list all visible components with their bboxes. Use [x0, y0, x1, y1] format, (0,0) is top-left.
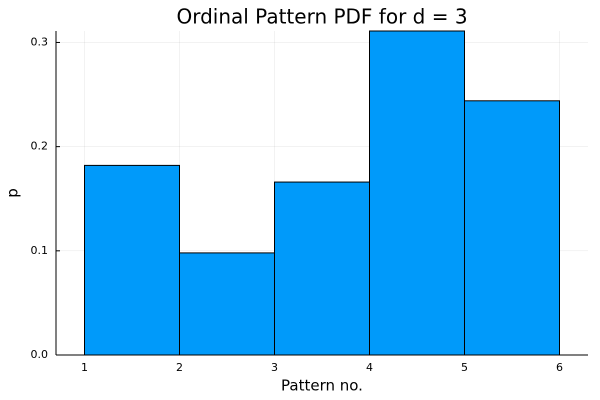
- bar-5: [464, 100, 560, 356]
- x-tick-label-2: 2: [176, 361, 183, 374]
- x-tick-label-1: 1: [81, 361, 88, 374]
- y-tick-label-4: 0.3: [31, 35, 49, 48]
- x-axis-title: Pattern no.: [281, 377, 363, 395]
- bar-1: [84, 164, 180, 356]
- y-axis-title: p: [4, 188, 22, 198]
- bars: [84, 30, 560, 356]
- y-tick-label-2: 0.1: [31, 244, 49, 257]
- x-tick-label-4: 4: [366, 361, 373, 374]
- y-tick-label-1: 0.0: [31, 348, 49, 361]
- chart-title: Ordinal Pattern PDF for d = 3: [176, 5, 467, 29]
- x-tick-label-5: 5: [461, 361, 468, 374]
- x-tick-label-6: 6: [556, 361, 563, 374]
- bar-4: [369, 30, 465, 356]
- ticks: 1 2 3 4 5 6 0.0 0.1 0.2 0.3: [31, 35, 564, 374]
- axes: [55, 31, 588, 356]
- x-tick-label-3: 3: [271, 361, 278, 374]
- bar-2: [179, 252, 275, 356]
- bar-3: [274, 181, 370, 356]
- y-tick-label-3: 0.2: [31, 140, 49, 153]
